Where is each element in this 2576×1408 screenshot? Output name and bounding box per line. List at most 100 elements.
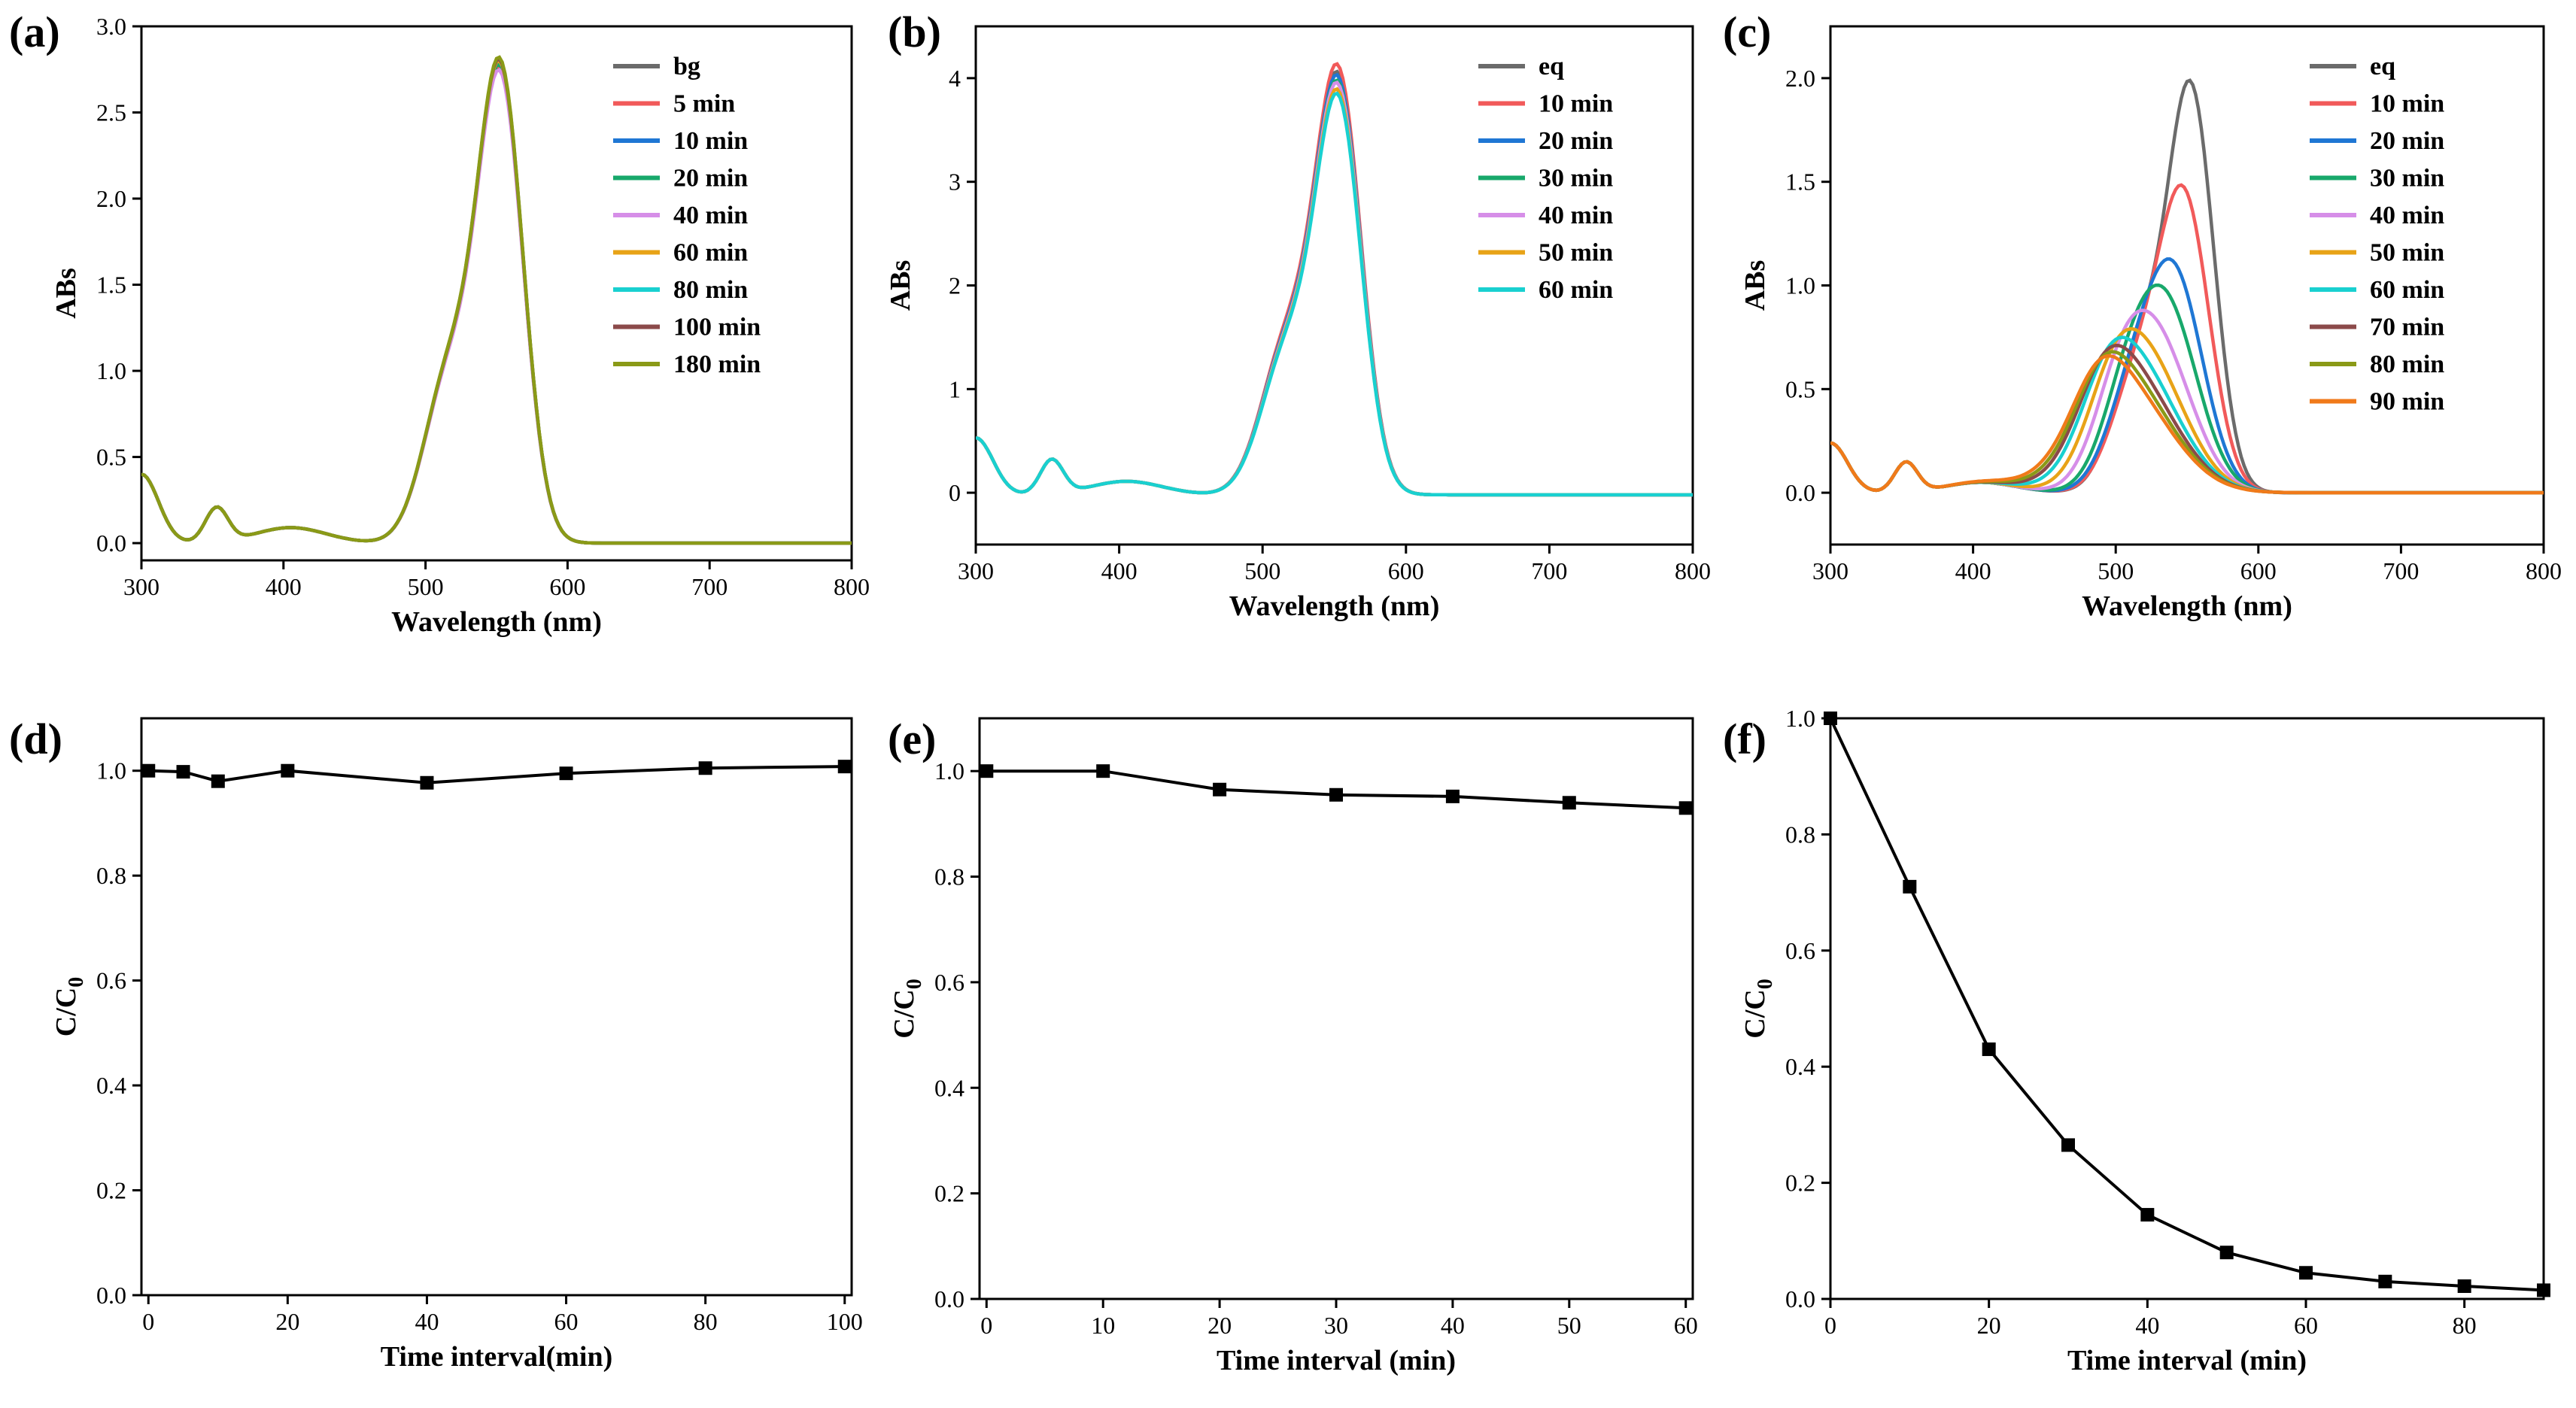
data-point	[1213, 782, 1227, 797]
x-axis-title: Time interval (min)	[1217, 1345, 1456, 1376]
x-tick-label: 700	[1531, 557, 1567, 584]
y-axis-title: C/C0	[50, 977, 88, 1036]
plot-area	[976, 62, 1693, 497]
legend-label: 5 min	[673, 90, 735, 118]
legend-label: 60 min	[1539, 276, 1613, 304]
y-tick-label: 1.0	[1785, 705, 1815, 732]
series-line	[1830, 718, 2544, 1292]
y-tick-label: 1.0	[934, 757, 964, 784]
y-axis-title-main: C/C	[50, 988, 82, 1036]
y-tick-label: 0.0	[96, 530, 126, 557]
x-tick-label: 0	[1824, 1312, 1836, 1339]
y-tick-label: 4	[949, 65, 961, 92]
chart-panel-b: (b) 300 400 500 600 700 800 0 1 2 3 4 Wavelength (nm…	[885, 8, 1711, 622]
y-tick-label: 0.0	[96, 1282, 126, 1309]
data-point	[2457, 1279, 2471, 1294]
plot-area	[1830, 78, 2544, 495]
y-tick-label: 1.0	[96, 357, 126, 384]
y-axis-title-main: ABs	[885, 260, 916, 311]
data-point	[1329, 787, 1343, 802]
legend-label: eq	[1539, 53, 1564, 80]
x-tick-label: 700	[691, 573, 728, 600]
panel-label: (b)	[888, 8, 941, 56]
y-tick-label: 2	[949, 272, 961, 299]
x-tick-label: 60	[2294, 1312, 2318, 1339]
y-tick-label: 3	[949, 168, 961, 196]
data-point	[281, 763, 295, 778]
y-axis-title-main: C/C	[889, 989, 920, 1038]
x-tick-label: 50	[1557, 1312, 1581, 1339]
legend-label: 20 min	[673, 165, 748, 193]
legend-label: 60 min	[673, 239, 748, 267]
panel-label: (f)	[1723, 715, 1766, 763]
x-axis-title: Wavelength (nm)	[2082, 590, 2292, 622]
x-tick-label: 400	[266, 573, 302, 600]
x-tick-label: 80	[694, 1308, 718, 1335]
y-tick-label: 1.5	[96, 272, 126, 299]
legend-label: 20 min	[2370, 127, 2444, 155]
x-tick-label: 800	[834, 573, 870, 600]
legend-label: eq	[2370, 53, 2395, 80]
y-axis-title-subscript: 0	[65, 977, 88, 988]
y-tick-label: 0.0	[934, 1285, 964, 1312]
y-tick-label: 0.4	[1785, 1053, 1815, 1080]
legend-label: 60 min	[2370, 276, 2444, 304]
y-axis-title-subscript: 0	[1754, 979, 1777, 989]
panel-label: (c)	[1723, 8, 1771, 56]
y-tick-label: 0.2	[934, 1180, 964, 1207]
data-point	[2140, 1208, 2155, 1222]
y-tick-label: 0.8	[96, 862, 126, 889]
y-tick-label: 3.0	[96, 13, 126, 40]
x-tick-label: 40	[1441, 1312, 1465, 1339]
legend-label: 50 min	[2370, 239, 2444, 267]
legend-label: 80 min	[2370, 350, 2444, 378]
y-tick-label: 0.0	[1785, 479, 1815, 506]
plot-frame	[978, 717, 1694, 1300]
plot-area	[1830, 718, 2544, 1292]
legend-label: 10 min	[1539, 90, 1613, 118]
data-point	[1982, 1042, 1996, 1057]
y-tick-label: 1.5	[1785, 168, 1815, 196]
x-tick-label: 700	[2383, 557, 2419, 584]
x-axis-title: Wavelength (nm)	[1229, 590, 1440, 622]
data-point	[1562, 796, 1576, 810]
panel-label: (a)	[9, 8, 60, 56]
data-point	[1824, 712, 1837, 725]
y-tick-label: 0.0	[1785, 1285, 1815, 1312]
chart-panel-a: (a) 300 400 500 600 700 800 0.0 0.5 1.0 1.5 2.0 2.5 3…	[9, 8, 870, 638]
x-tick-label: 40	[2135, 1312, 2159, 1339]
y-axis-title: ABs	[1739, 260, 1771, 311]
legend-label: 10 min	[2370, 90, 2444, 118]
x-tick-label: 20	[1208, 1312, 1232, 1339]
x-tick-label: 0	[980, 1312, 992, 1339]
x-axis-title: Time interval (min)	[2067, 1345, 2307, 1376]
x-axis-title: Wavelength (nm)	[391, 606, 602, 638]
y-tick-label: 2.0	[1785, 65, 1815, 92]
y-tick-label: 0.4	[96, 1072, 126, 1099]
y-tick-label: 2.0	[96, 185, 126, 212]
y-axis-title-main: ABs	[50, 268, 82, 319]
plot-frame	[140, 25, 853, 562]
plot-area	[141, 55, 852, 545]
legend-label: 20 min	[1539, 127, 1613, 155]
data-point	[420, 775, 434, 790]
x-tick-label: 0	[142, 1308, 154, 1335]
y-tick-label: 0.4	[934, 1074, 964, 1101]
chart-panel-d: (d) 0 20 40 60 80 100 0.0 0.2 0.4 0.6 0.8 1.0 Time in…	[9, 715, 863, 1373]
y-tick-label: 0.6	[1785, 937, 1815, 964]
y-tick-label: 0.6	[96, 967, 126, 994]
x-tick-label: 60	[1674, 1312, 1698, 1339]
legend-label: 90 min	[2370, 388, 2444, 416]
plot-frame	[140, 717, 853, 1297]
x-tick-label: 20	[275, 1308, 299, 1335]
y-tick-label: 0.6	[934, 969, 964, 996]
data-point	[2219, 1246, 2234, 1260]
x-tick-label: 20	[1977, 1312, 2001, 1339]
legend-label: 180 min	[673, 350, 761, 378]
x-tick-label: 10	[1091, 1312, 1115, 1339]
data-point	[2378, 1274, 2392, 1288]
plot-frame	[1829, 717, 2545, 1300]
legend-label: bg	[673, 53, 700, 80]
data-point	[1445, 789, 1460, 803]
